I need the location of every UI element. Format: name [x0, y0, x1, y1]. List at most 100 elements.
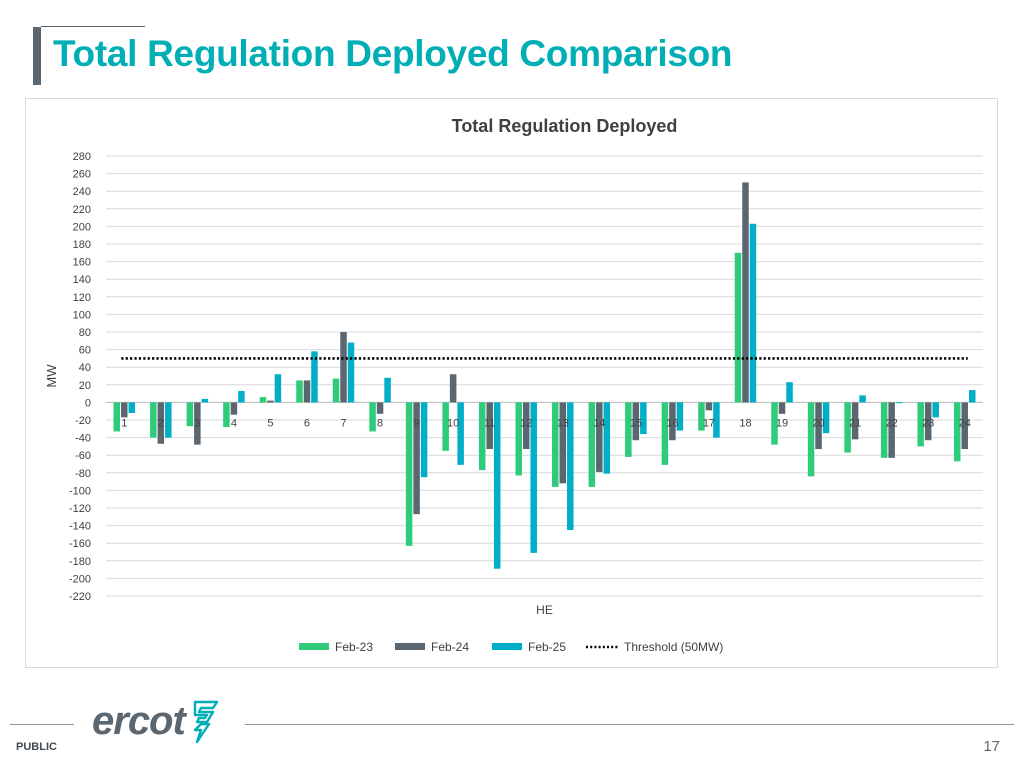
bar-feb-24-he-7 [340, 332, 347, 403]
bar-feb-24-he-16 [669, 402, 676, 441]
x-tick-label: 1 [121, 417, 127, 429]
y-tick-label: -200 [69, 573, 91, 585]
bar-feb-24-he-8 [376, 402, 384, 414]
bar-feb-23-he-15 [625, 402, 632, 457]
x-tick-label: 11 [484, 417, 495, 429]
bar-feb-24-he-4 [230, 402, 238, 415]
bar-feb-24-he-15 [632, 402, 640, 441]
footer-divider-left [10, 724, 74, 725]
y-axis-label: MW [44, 364, 59, 388]
bar-feb-25-he-13 [567, 402, 574, 530]
legend-label: Threshold (50MW) [624, 640, 723, 654]
bar-feb-25-he-19 [786, 382, 793, 403]
bar-feb-23-he-22 [880, 402, 888, 458]
bar-feb-25-he-7 [347, 342, 355, 403]
footer-divider-right [245, 724, 1014, 725]
bar-feb-23-he-19 [771, 402, 778, 445]
title-accent-bar [33, 27, 41, 85]
bar-feb-25-he-6 [311, 351, 318, 403]
bar-feb-24-he-24 [961, 402, 968, 450]
y-tick-label: -40 [75, 433, 91, 445]
bar-feb-23-he-18 [734, 252, 742, 403]
bar-feb-24-he-5 [267, 400, 274, 403]
bar-feb-23-he-9 [405, 402, 413, 546]
y-tick-label: 140 [73, 274, 91, 286]
bar-feb-25-he-20 [822, 402, 830, 434]
bar-feb-24-he-11 [486, 402, 493, 450]
x-tick-label: 4 [231, 417, 237, 429]
bar-feb-25-he-14 [603, 402, 611, 474]
y-tick-label: 160 [73, 257, 91, 269]
y-tick-label: 20 [79, 380, 91, 392]
y-tick-label: -20 [75, 415, 91, 427]
bar-feb-23-he-7 [332, 378, 340, 403]
y-tick-label: -160 [69, 538, 91, 550]
x-tick-label: 3 [194, 417, 200, 429]
bar-feb-23-he-1 [113, 402, 121, 432]
bar-feb-25-he-21 [859, 395, 866, 403]
bar-feb-24-he-2 [157, 402, 165, 444]
bar-feb-24-he-23 [924, 402, 932, 441]
bar-feb-23-he-6 [296, 380, 303, 403]
bar-feb-23-he-11 [478, 402, 486, 471]
chart-title: Total Regulation Deployed [452, 116, 678, 136]
y-tick-label: -80 [75, 468, 91, 480]
legend-swatch [299, 643, 329, 650]
title-accent-rule [41, 26, 145, 27]
chart-frame: Total Regulation Deployed -220 -200 -180 -16… [25, 98, 998, 668]
bar-feb-25-he-23 [932, 402, 939, 418]
x-tick-label: 23 [922, 417, 934, 429]
y-tick-label: -60 [75, 450, 91, 462]
bar-feb-23-he-5 [259, 397, 267, 403]
classification-label: PUBLIC [16, 741, 57, 753]
bar-feb-23-he-17 [698, 402, 705, 431]
y-tick-label: -100 [69, 485, 91, 497]
y-tick-label: 200 [73, 221, 91, 233]
bar-feb-25-he-22 [895, 402, 903, 404]
x-tick-label: 18 [739, 417, 751, 429]
bar-feb-25-he-15 [640, 402, 647, 435]
x-tick-label: 14 [593, 417, 605, 429]
x-tick-label: 15 [630, 417, 642, 429]
x-tick-label: 2 [158, 417, 164, 429]
bar-feb-24-he-6 [303, 380, 311, 403]
y-tick-label: 220 [73, 204, 91, 216]
x-tick-label: 9 [414, 417, 420, 429]
legend-label: Feb-25 [528, 640, 566, 654]
y-tick-label: 40 [79, 362, 91, 374]
x-tick-label: 21 [849, 417, 861, 429]
bar-feb-25-he-5 [274, 374, 282, 403]
x-tick-label: 8 [377, 417, 383, 429]
bar-feb-25-he-24 [968, 390, 976, 403]
bar-feb-23-he-8 [369, 402, 376, 432]
y-tick-label: 280 [73, 151, 91, 163]
y-tick-label: 120 [73, 292, 91, 304]
bar-feb-25-he-16 [676, 402, 684, 431]
bar-feb-23-he-4 [223, 402, 230, 428]
bar-feb-25-he-3 [201, 398, 209, 403]
bar-feb-23-he-14 [588, 402, 596, 487]
legend-label: Feb-23 [335, 640, 373, 654]
x-tick-label: 19 [776, 417, 788, 429]
bar-feb-24-he-10 [449, 374, 457, 403]
bar-feb-24-he-12 [522, 402, 530, 450]
bar-feb-23-he-16 [661, 402, 669, 465]
bar-feb-25-he-9 [420, 402, 428, 478]
bar-feb-24-he-17 [705, 402, 713, 411]
bar-feb-23-he-10 [442, 402, 449, 451]
x-tick-label: 22 [886, 417, 898, 429]
bar-feb-23-he-23 [917, 402, 924, 447]
y-tick-label: 260 [73, 169, 91, 181]
bar-feb-25-he-18 [749, 223, 757, 403]
bar-feb-23-he-20 [807, 402, 815, 477]
bar-feb-24-he-18 [742, 182, 749, 403]
y-tick-label: 240 [73, 186, 91, 198]
x-axis-label: HE [536, 603, 553, 617]
logo-text: ercot [92, 698, 186, 743]
y-tick-label: 100 [73, 309, 91, 321]
bar-feb-24-he-20 [815, 402, 822, 450]
slide-title: Total Regulation Deployed Comparison [53, 33, 733, 74]
bar-feb-24-he-14 [596, 402, 603, 472]
bar-chart: Total Regulation Deployed-220-200-180-16… [44, 116, 983, 654]
ercot-lightning-icon [193, 700, 219, 744]
